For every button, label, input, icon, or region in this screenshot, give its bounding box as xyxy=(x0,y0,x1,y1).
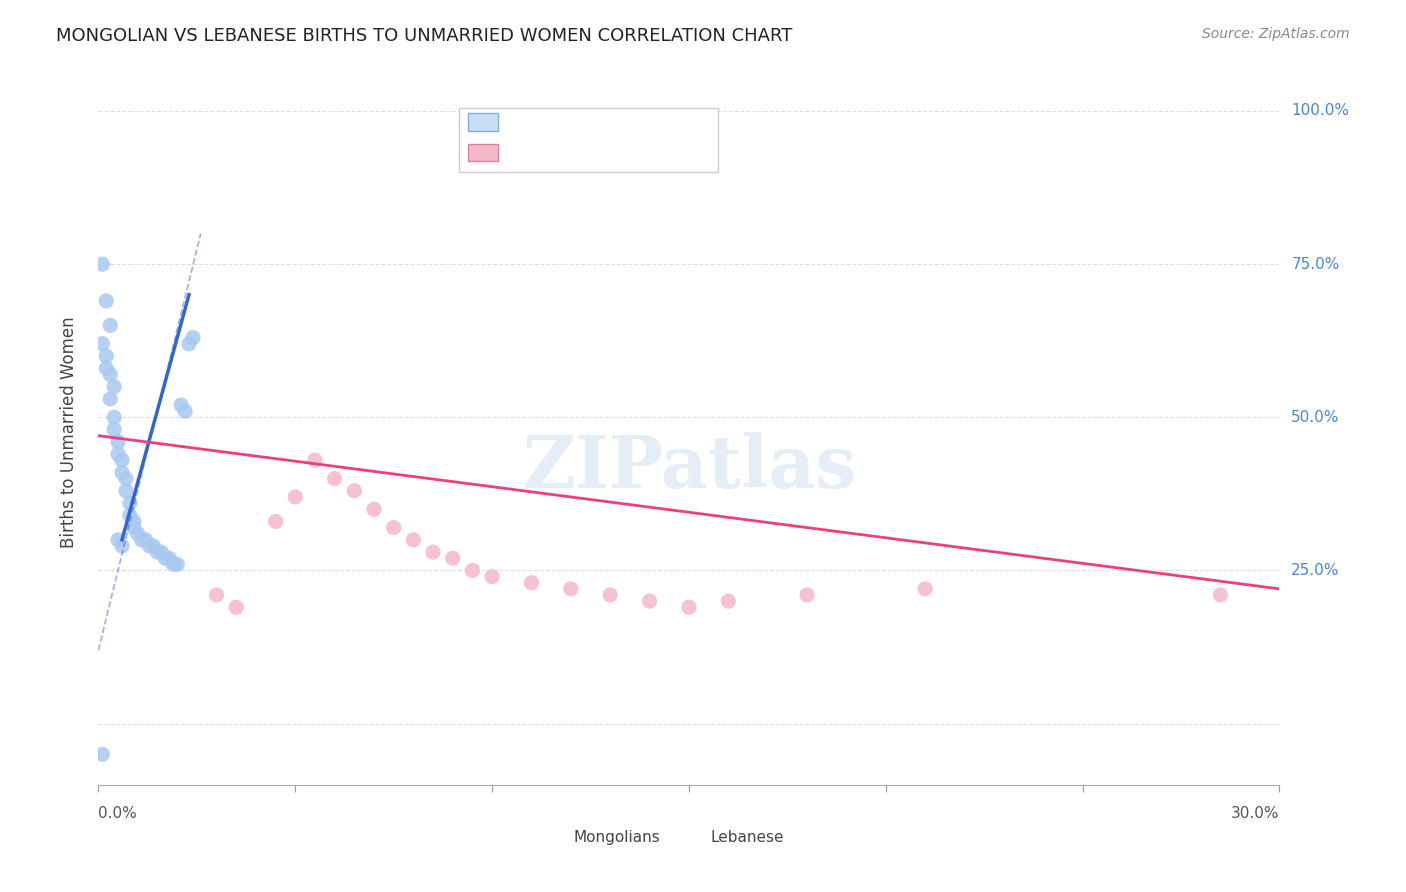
Point xyxy=(103,410,125,425)
Text: ZIPatlas: ZIPatlas xyxy=(522,433,856,503)
Point xyxy=(91,747,114,762)
Text: Mongolians: Mongolians xyxy=(574,830,659,846)
Text: 75.0%: 75.0% xyxy=(1291,257,1340,271)
Point xyxy=(284,490,307,504)
Point xyxy=(520,575,543,590)
FancyBboxPatch shape xyxy=(468,113,498,131)
Point xyxy=(914,582,936,596)
Point xyxy=(142,539,165,553)
Text: 25.0%: 25.0% xyxy=(1291,563,1340,578)
Point xyxy=(560,582,582,596)
Point xyxy=(115,472,138,486)
Point xyxy=(717,594,740,608)
Point xyxy=(103,379,125,393)
Point xyxy=(111,466,134,480)
Text: Lebanese: Lebanese xyxy=(710,830,783,846)
Point xyxy=(638,594,661,608)
FancyBboxPatch shape xyxy=(458,109,718,172)
Point xyxy=(96,361,118,376)
Point xyxy=(157,551,180,566)
Point xyxy=(91,257,114,271)
Point xyxy=(96,293,118,308)
Point xyxy=(103,423,125,437)
Point xyxy=(225,600,247,615)
Point xyxy=(115,483,138,498)
Point xyxy=(107,533,129,547)
Point xyxy=(382,520,405,534)
Point xyxy=(304,453,326,467)
Point xyxy=(678,600,700,615)
Point xyxy=(118,496,141,510)
Point xyxy=(441,551,464,566)
Point xyxy=(461,564,484,578)
Text: R = -0.311: R = -0.311 xyxy=(509,144,599,161)
Point xyxy=(91,336,114,351)
Point xyxy=(127,526,149,541)
Point xyxy=(155,551,177,566)
Text: 30.0%: 30.0% xyxy=(1232,806,1279,822)
Point xyxy=(599,588,621,602)
Text: 100.0%: 100.0% xyxy=(1291,103,1350,119)
Text: MONGOLIAN VS LEBANESE BIRTHS TO UNMARRIED WOMEN CORRELATION CHART: MONGOLIAN VS LEBANESE BIRTHS TO UNMARRIE… xyxy=(56,27,793,45)
Point xyxy=(150,545,173,559)
FancyBboxPatch shape xyxy=(678,830,703,845)
Point xyxy=(98,318,121,333)
Point xyxy=(422,545,444,559)
Point xyxy=(122,515,145,529)
Point xyxy=(170,398,193,412)
Point xyxy=(402,533,425,547)
Point xyxy=(205,588,228,602)
Point xyxy=(343,483,366,498)
Point xyxy=(166,558,188,572)
Point xyxy=(107,434,129,449)
Point xyxy=(323,472,346,486)
Text: R = 0.499: R = 0.499 xyxy=(509,113,593,131)
Point xyxy=(1209,588,1232,602)
Point xyxy=(481,569,503,583)
Point xyxy=(118,508,141,523)
FancyBboxPatch shape xyxy=(468,144,498,161)
Point xyxy=(146,545,169,559)
Point xyxy=(138,539,160,553)
Point xyxy=(98,368,121,382)
Point xyxy=(135,533,157,547)
Point xyxy=(796,588,818,602)
Point xyxy=(177,336,200,351)
Text: N = 23: N = 23 xyxy=(606,144,665,161)
Point xyxy=(98,392,121,406)
Point xyxy=(111,539,134,553)
Point xyxy=(96,349,118,363)
FancyBboxPatch shape xyxy=(541,830,567,845)
Point xyxy=(363,502,385,516)
Text: 50.0%: 50.0% xyxy=(1291,409,1340,425)
Point xyxy=(174,404,197,418)
Point xyxy=(264,515,287,529)
Point xyxy=(181,331,204,345)
Point xyxy=(122,520,145,534)
Text: 0.0%: 0.0% xyxy=(98,806,138,822)
Text: Births to Unmarried Women: Births to Unmarried Women xyxy=(60,317,77,549)
Text: Source: ZipAtlas.com: Source: ZipAtlas.com xyxy=(1202,27,1350,41)
Point xyxy=(107,447,129,461)
Text: N = 39: N = 39 xyxy=(606,113,664,131)
Point xyxy=(111,453,134,467)
Point xyxy=(162,558,184,572)
Point xyxy=(131,533,153,547)
